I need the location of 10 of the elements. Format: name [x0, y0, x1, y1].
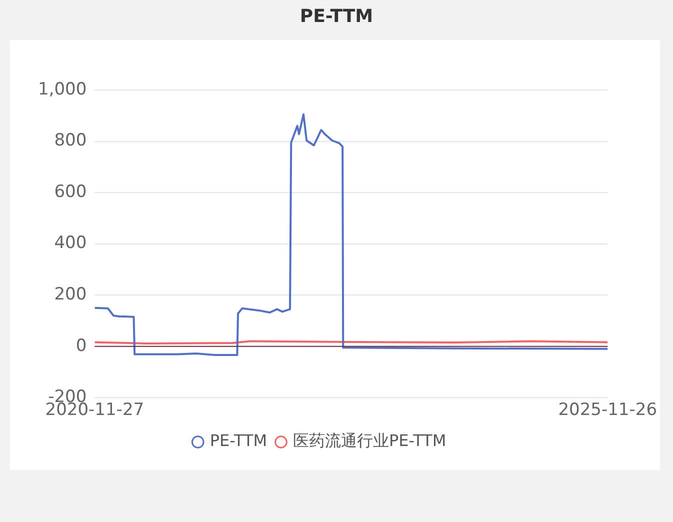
y-tick-label: 200: [54, 284, 87, 304]
y-tick-label: 600: [54, 182, 87, 202]
y-tick-label: 1,000: [38, 79, 87, 100]
y-tick-label: 800: [54, 130, 87, 151]
chart-title: PE-TTM: [298, 6, 374, 27]
y-tick-label: 400: [54, 233, 87, 254]
x-tick-label: 2025-11-26: [558, 400, 657, 420]
y-tick-label: 0: [76, 336, 87, 356]
legend-label: 医药流通行业PE-TTM: [293, 431, 446, 450]
legend-label: PE-TTM: [210, 431, 268, 450]
